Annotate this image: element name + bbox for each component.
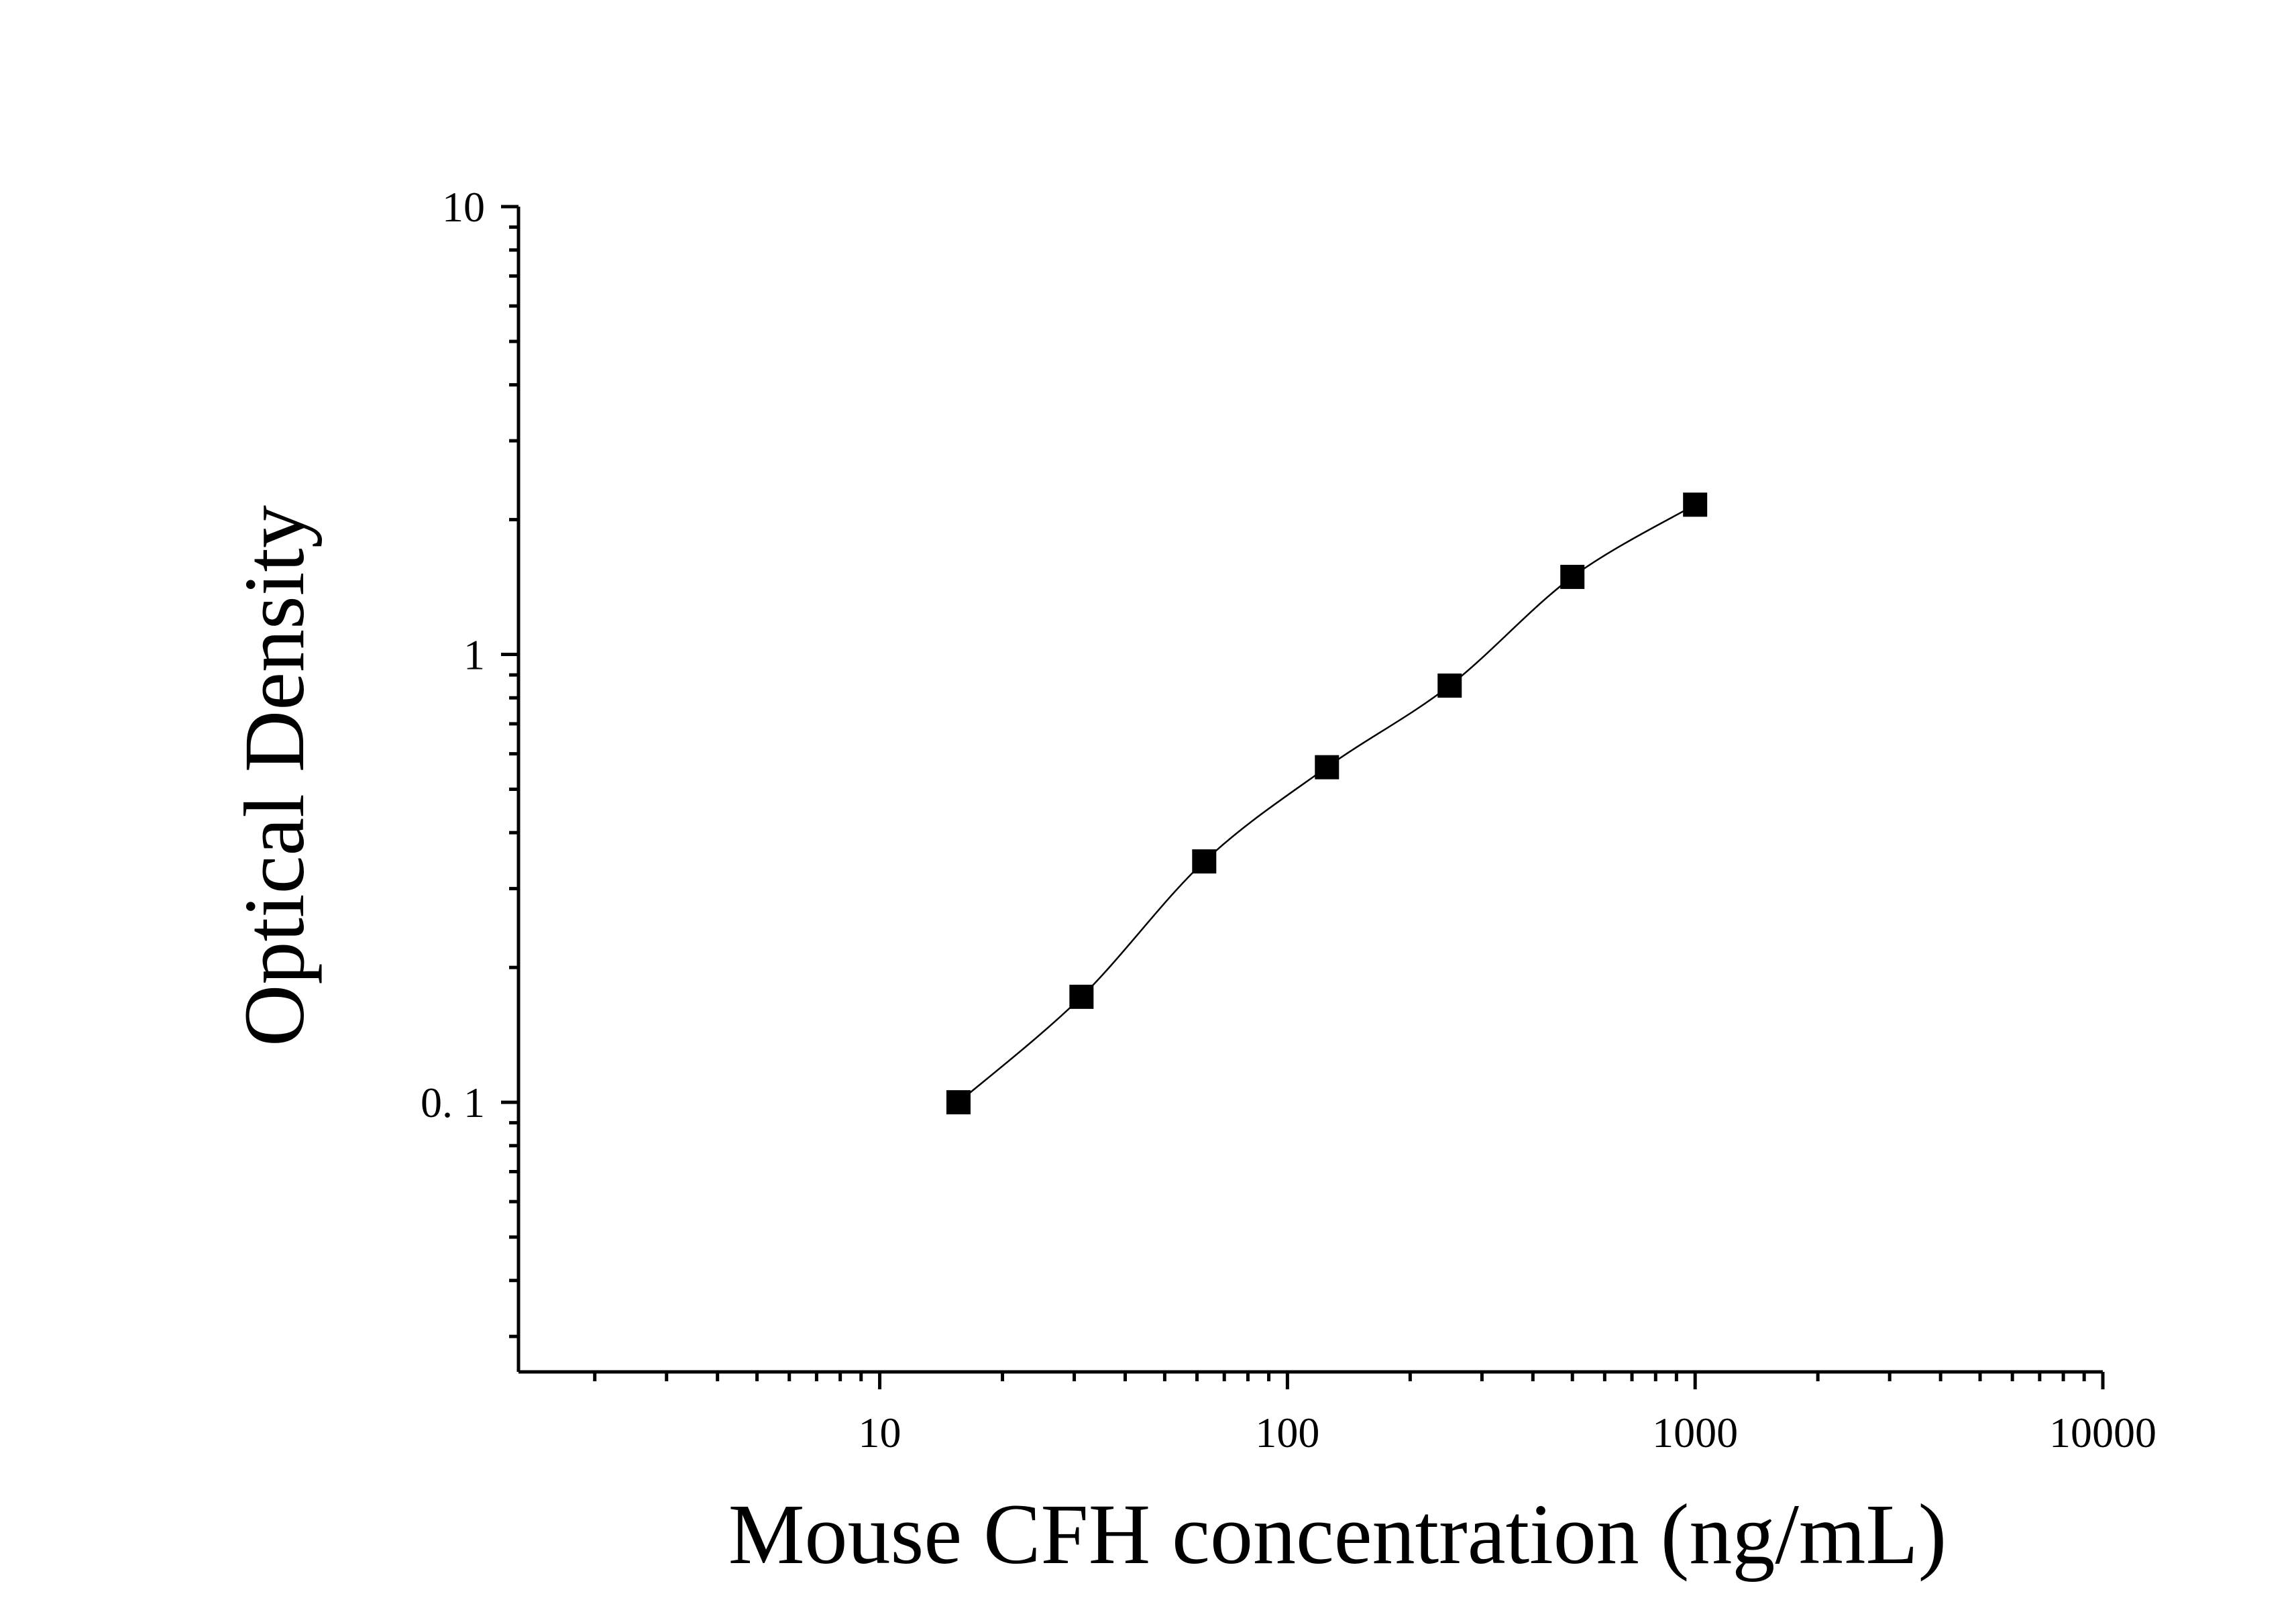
x-tick-label: 10000: [2049, 1409, 2156, 1456]
tick-labels: 10 100 1000 10000 0. 1 1 10: [421, 183, 2156, 1456]
data-point: [1069, 984, 1094, 1009]
y-tick-label: 10: [442, 183, 485, 231]
y-tick-label: 1: [463, 631, 485, 679]
axes: [516, 207, 2103, 1374]
data-point: [1315, 755, 1340, 780]
x-axis-title: Mouse CFH concentration (ng/mL): [728, 1487, 1947, 1582]
data-point: [1683, 492, 1708, 517]
x-tick-label: 1000: [1652, 1409, 1738, 1456]
tick-marks: [501, 205, 2105, 1389]
data-points: [946, 492, 1708, 1115]
x-tick-label: 10: [859, 1409, 901, 1456]
data-point: [946, 1090, 971, 1115]
data-point: [1192, 849, 1217, 874]
y-axis-title: Optical Density: [227, 505, 322, 1047]
y-tick-label: 0. 1: [421, 1079, 485, 1126]
fitted-curve: [958, 504, 1696, 1104]
data-point: [1560, 564, 1585, 589]
data-point: [1437, 673, 1462, 698]
x-tick-label: 100: [1255, 1409, 1319, 1456]
